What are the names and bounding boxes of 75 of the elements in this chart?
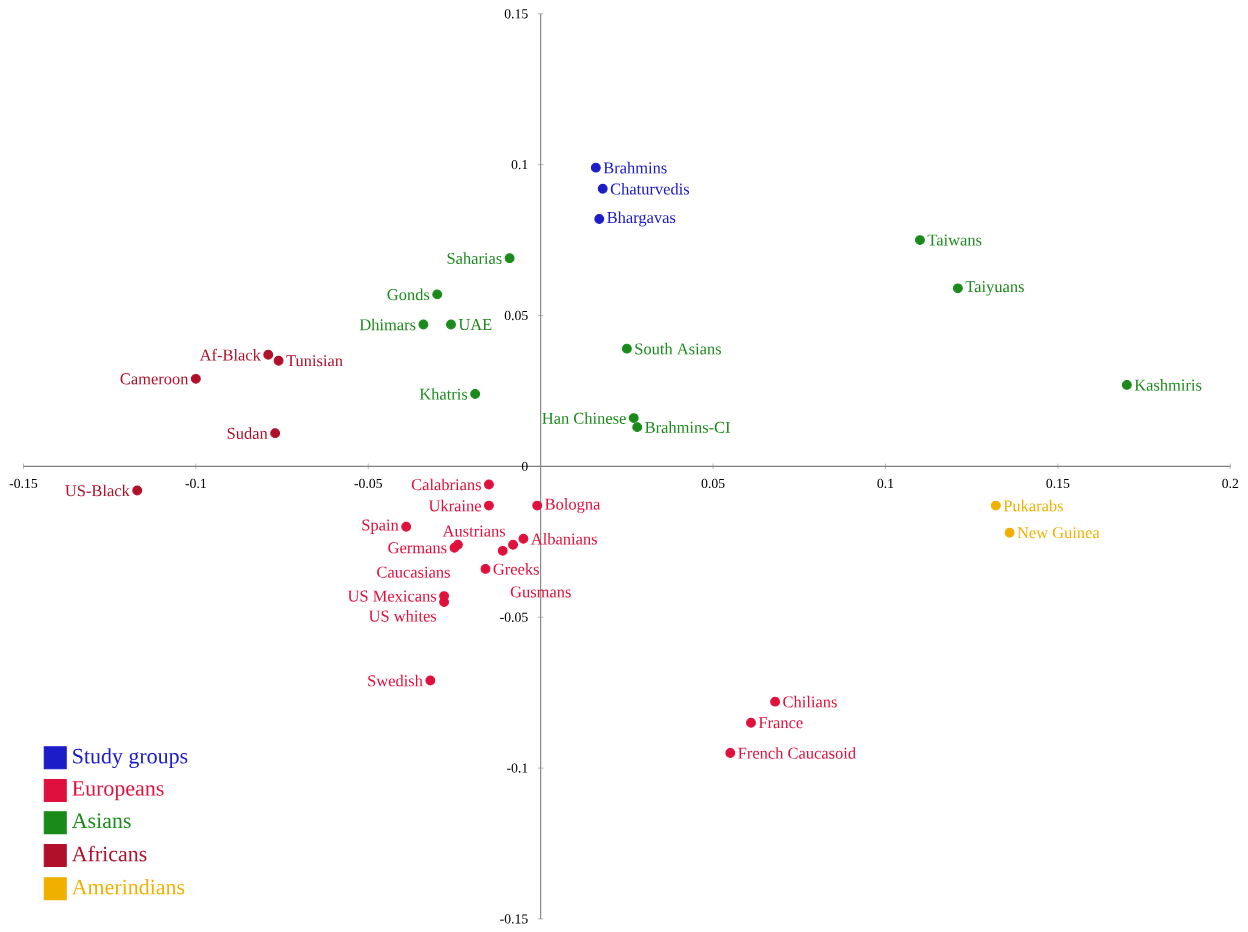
point bbox=[132, 485, 143, 496]
annotation: Gusmans bbox=[510, 586, 571, 598]
legend-label: Asians bbox=[71, 813, 131, 828]
annotation: US whites bbox=[368, 609, 437, 622]
annotation: Sudan bbox=[227, 427, 268, 439]
annotation: Caucasians bbox=[377, 566, 450, 578]
annotation: Swedish bbox=[368, 674, 423, 687]
annotation: Dhimars bbox=[359, 318, 416, 331]
legend-label: Amerindians bbox=[71, 878, 185, 895]
point bbox=[1121, 379, 1132, 390]
annotation: Kashmiris bbox=[1134, 378, 1202, 391]
legend-label: Europeans bbox=[72, 780, 164, 800]
point bbox=[770, 696, 781, 707]
point bbox=[418, 319, 429, 330]
annotation: French Caucasoid bbox=[738, 746, 856, 759]
annotation: Chilians bbox=[783, 695, 837, 708]
annotation: Spain bbox=[362, 519, 399, 534]
point bbox=[425, 675, 436, 686]
annotation: France bbox=[758, 716, 803, 728]
point bbox=[597, 183, 608, 194]
point bbox=[432, 289, 443, 299]
annotation: Tunisian bbox=[286, 354, 343, 366]
annotation: Cameroon bbox=[120, 372, 189, 385]
point bbox=[746, 717, 756, 728]
point bbox=[1004, 527, 1015, 538]
point bbox=[470, 388, 481, 399]
point bbox=[263, 349, 274, 360]
annotation: Greeks bbox=[493, 562, 539, 575]
annotation: Ukraine bbox=[428, 499, 481, 512]
point bbox=[484, 500, 494, 511]
annotation: Bhargavas bbox=[607, 211, 676, 227]
annotation: Brahmins-CI bbox=[645, 420, 730, 433]
annotation: US Mexicans bbox=[347, 590, 437, 602]
annotation: Taiyuans bbox=[965, 280, 1024, 296]
point bbox=[273, 355, 284, 366]
annotation: US-Black bbox=[65, 484, 130, 496]
point bbox=[270, 427, 281, 438]
point bbox=[532, 500, 543, 511]
point bbox=[190, 373, 201, 384]
annotation: Austrians bbox=[442, 525, 506, 537]
point bbox=[990, 500, 1001, 511]
point bbox=[590, 162, 601, 173]
point bbox=[484, 479, 494, 490]
annotation: UAE bbox=[458, 318, 492, 330]
point bbox=[952, 283, 963, 293]
point bbox=[725, 747, 736, 758]
annotation: Han Chinese bbox=[542, 411, 626, 424]
point bbox=[518, 533, 529, 544]
annotation: Albanians bbox=[530, 532, 597, 545]
point bbox=[480, 563, 491, 574]
point bbox=[621, 343, 632, 354]
legend-label: Africans bbox=[71, 845, 147, 862]
legend-label: Study groups bbox=[73, 747, 188, 768]
annotation: South Asians bbox=[635, 342, 721, 355]
point bbox=[915, 234, 925, 245]
point bbox=[594, 213, 605, 224]
annotation: Saharias bbox=[447, 252, 502, 264]
annotation: New Guinea bbox=[1017, 526, 1100, 538]
point bbox=[632, 421, 643, 432]
point bbox=[628, 412, 639, 423]
annotation: Germans bbox=[388, 541, 447, 554]
annotation: Gonds bbox=[387, 288, 430, 300]
annotation: Pukarabs bbox=[1003, 499, 1063, 512]
annotation: Chaturvedis bbox=[610, 182, 690, 195]
annotation: Taiwans bbox=[927, 234, 982, 246]
point bbox=[504, 252, 515, 263]
point bbox=[401, 521, 412, 532]
annotation: Af-Black bbox=[199, 348, 261, 361]
point bbox=[508, 539, 519, 550]
annotation: Bologna bbox=[545, 497, 601, 513]
annotation: Brahmins bbox=[603, 161, 667, 174]
annotation: Calabrians bbox=[411, 478, 481, 490]
point bbox=[497, 545, 508, 556]
point bbox=[446, 319, 456, 330]
annotation: Khatris bbox=[419, 387, 468, 400]
